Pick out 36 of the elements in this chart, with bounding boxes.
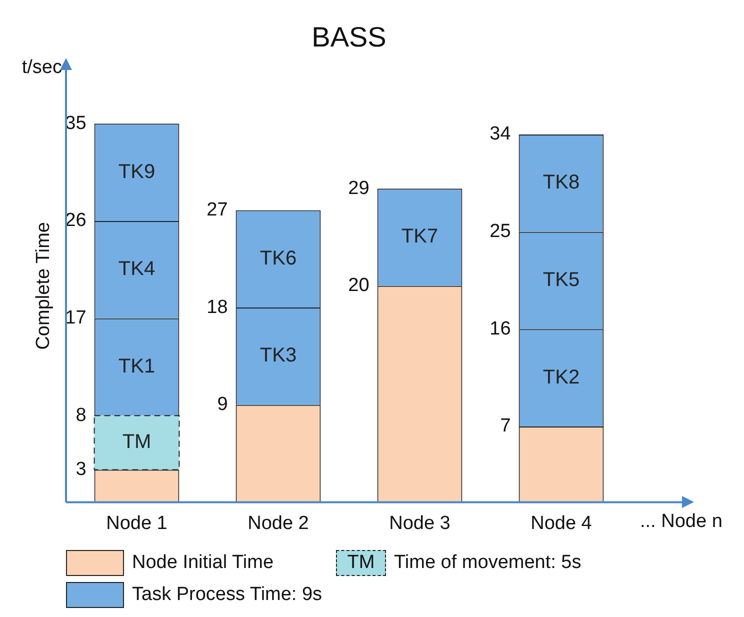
annotation: 18 <box>206 296 228 318</box>
data-label: TK8 <box>542 172 580 194</box>
text: TM <box>347 552 375 573</box>
annotation: 35 <box>65 112 86 134</box>
legend-label: Node Initial Time <box>132 552 274 574</box>
x-tick-label: Node 1 <box>106 512 168 534</box>
data-label: TK1 <box>118 356 156 378</box>
data-label: TK5 <box>542 269 580 292</box>
annotation: 25 <box>490 221 511 242</box>
legend-label: Task Process Time: 9s <box>132 584 322 606</box>
annotation: 8 <box>76 404 86 426</box>
annotation: 27 <box>206 199 228 220</box>
annotation: 26 <box>65 210 86 232</box>
x-tick-label: Node 3 <box>389 512 450 534</box>
x-tick-label: Node 2 <box>248 512 309 534</box>
annotation: 7 <box>500 416 511 437</box>
chart-title: BASS <box>312 22 386 53</box>
annotation: 20 <box>348 275 370 296</box>
annotation: 29 <box>348 178 370 199</box>
annotation: 3 <box>76 458 86 480</box>
y-axis-title: Complete Time <box>33 222 54 350</box>
data-label: TK9 <box>118 160 156 183</box>
x-axis-title: ... Node n <box>640 510 722 532</box>
data-label: TK2 <box>542 366 580 388</box>
annotation: 16 <box>490 318 511 340</box>
data-label: TK6 <box>260 247 297 270</box>
data-label: TK4 <box>118 258 156 280</box>
annotation: 34 <box>490 124 512 145</box>
legend-label: Time of movement: 5s <box>394 552 582 574</box>
text: t/sec <box>22 56 62 78</box>
data-label: TK7 <box>401 226 438 248</box>
data-label: TK3 <box>260 344 297 367</box>
data-label: TM <box>122 431 152 454</box>
x-tick-label: Node 4 <box>530 512 592 534</box>
annotation: 17 <box>65 308 86 329</box>
annotation: 9 <box>217 394 228 416</box>
